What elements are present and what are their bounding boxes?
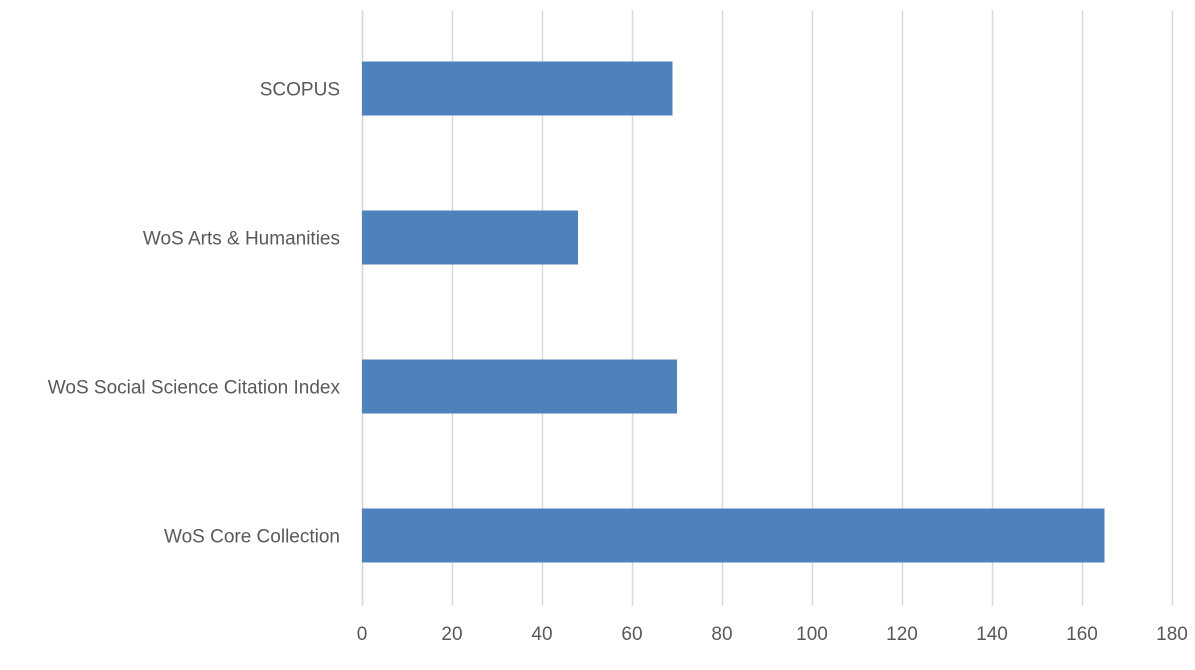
x-tick-label: 20 (441, 624, 462, 645)
x-tick-label: 120 (886, 624, 918, 645)
x-tick-label: 100 (796, 624, 828, 645)
category-label: WoS Social Science Citation Index (48, 378, 341, 399)
x-tick-label: 60 (621, 624, 642, 645)
bar-wos-arts-humanities (362, 210, 578, 265)
category-labels: SCOPUS WoS Arts & Humanities WoS Social Sc… (48, 80, 341, 548)
x-axis-ticks: 0 20 40 60 80 100 120 140 160 180 (357, 624, 1188, 645)
x-tick-label: 80 (711, 624, 732, 645)
x-tick-label: 160 (1066, 624, 1098, 645)
category-label: WoS Core Collection (164, 527, 340, 548)
bar-wos-core-collection (362, 508, 1105, 563)
x-tick-label: 40 (531, 624, 552, 645)
x-tick-label: 140 (976, 624, 1008, 645)
bar-scopus (362, 61, 673, 116)
bars (362, 61, 1105, 563)
category-label: SCOPUS (260, 80, 340, 101)
x-tick-label: 180 (1156, 624, 1188, 645)
x-tick-label: 0 (357, 624, 368, 645)
category-label: WoS Arts & Humanities (143, 229, 340, 250)
bar-wos-social-science-citation-index (362, 359, 677, 414)
